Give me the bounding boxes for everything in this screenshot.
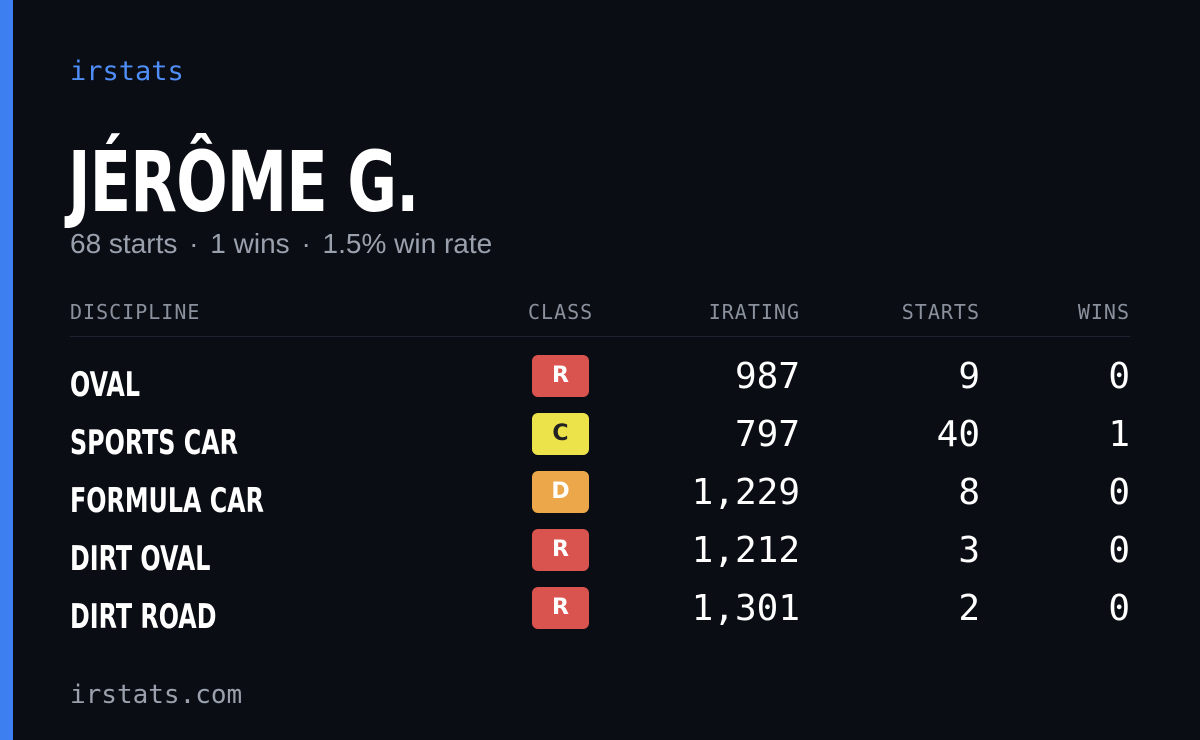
wins-value: 0	[1108, 588, 1130, 629]
header-starts: STARTS	[901, 300, 980, 324]
table-header: DISCIPLINE CLASS IRATING STARTS WINS	[70, 296, 1130, 337]
discipline-name: DIRT OVAL	[70, 539, 211, 579]
wins-summary: 1 wins	[210, 228, 290, 259]
driver-summary: 68 starts · 1 wins · 1.5% win rate	[70, 228, 492, 260]
wins-value: 0	[1108, 356, 1130, 397]
discipline-name: DIRT ROAD	[70, 597, 217, 637]
table-row: SPORTS CAR C 797 40 1	[70, 411, 1130, 469]
table-row: DIRT OVAL R 1,212 3 0	[70, 527, 1130, 585]
discipline-table: DISCIPLINE CLASS IRATING STARTS WINS OVA…	[70, 296, 1130, 643]
starts-value: 9	[958, 356, 980, 397]
irating-value: 1,212	[691, 530, 800, 571]
summary-separator: ·	[301, 228, 311, 259]
class-badge: R	[532, 587, 589, 629]
wins-value: 1	[1108, 414, 1130, 455]
irating-value: 1,301	[691, 588, 800, 629]
class-badge: C	[532, 413, 589, 455]
wins-value: 0	[1108, 472, 1130, 513]
table-row: OVAL R 987 9 0	[70, 353, 1130, 411]
driver-name: JÉRÔME G.	[68, 133, 419, 231]
class-badge: R	[532, 355, 589, 397]
irating-value: 1,229	[691, 472, 800, 513]
table-body: OVAL R 987 9 0 SPORTS CAR C 797 40 1 FOR…	[70, 353, 1130, 643]
table-row: DIRT ROAD R 1,301 2 0	[70, 585, 1130, 643]
discipline-name: SPORTS CAR	[70, 423, 238, 463]
irating-value: 987	[734, 356, 800, 397]
starts-value: 40	[936, 414, 980, 455]
irating-value: 797	[734, 414, 800, 455]
table-row: FORMULA CAR D 1,229 8 0	[70, 469, 1130, 527]
brand-logo-text[interactable]: irstats	[70, 56, 184, 87]
discipline-name: OVAL	[70, 365, 140, 405]
starts-summary: 68 starts	[70, 228, 178, 259]
header-wins: WINS	[1077, 300, 1130, 324]
class-badge: D	[532, 471, 589, 513]
discipline-name: FORMULA CAR	[70, 481, 264, 521]
header-class: CLASS	[528, 300, 594, 324]
starts-value: 3	[958, 530, 980, 571]
header-discipline: DISCIPLINE	[70, 300, 201, 324]
summary-separator: ·	[189, 228, 199, 259]
header-irating: IRATING	[708, 300, 800, 324]
accent-bar	[0, 0, 13, 740]
class-badge: R	[532, 529, 589, 571]
starts-value: 8	[958, 472, 980, 513]
footer-url[interactable]: irstats.com	[70, 680, 243, 710]
win-rate-summary: 1.5% win rate	[322, 228, 493, 259]
wins-value: 0	[1108, 530, 1130, 571]
starts-value: 2	[958, 588, 980, 629]
